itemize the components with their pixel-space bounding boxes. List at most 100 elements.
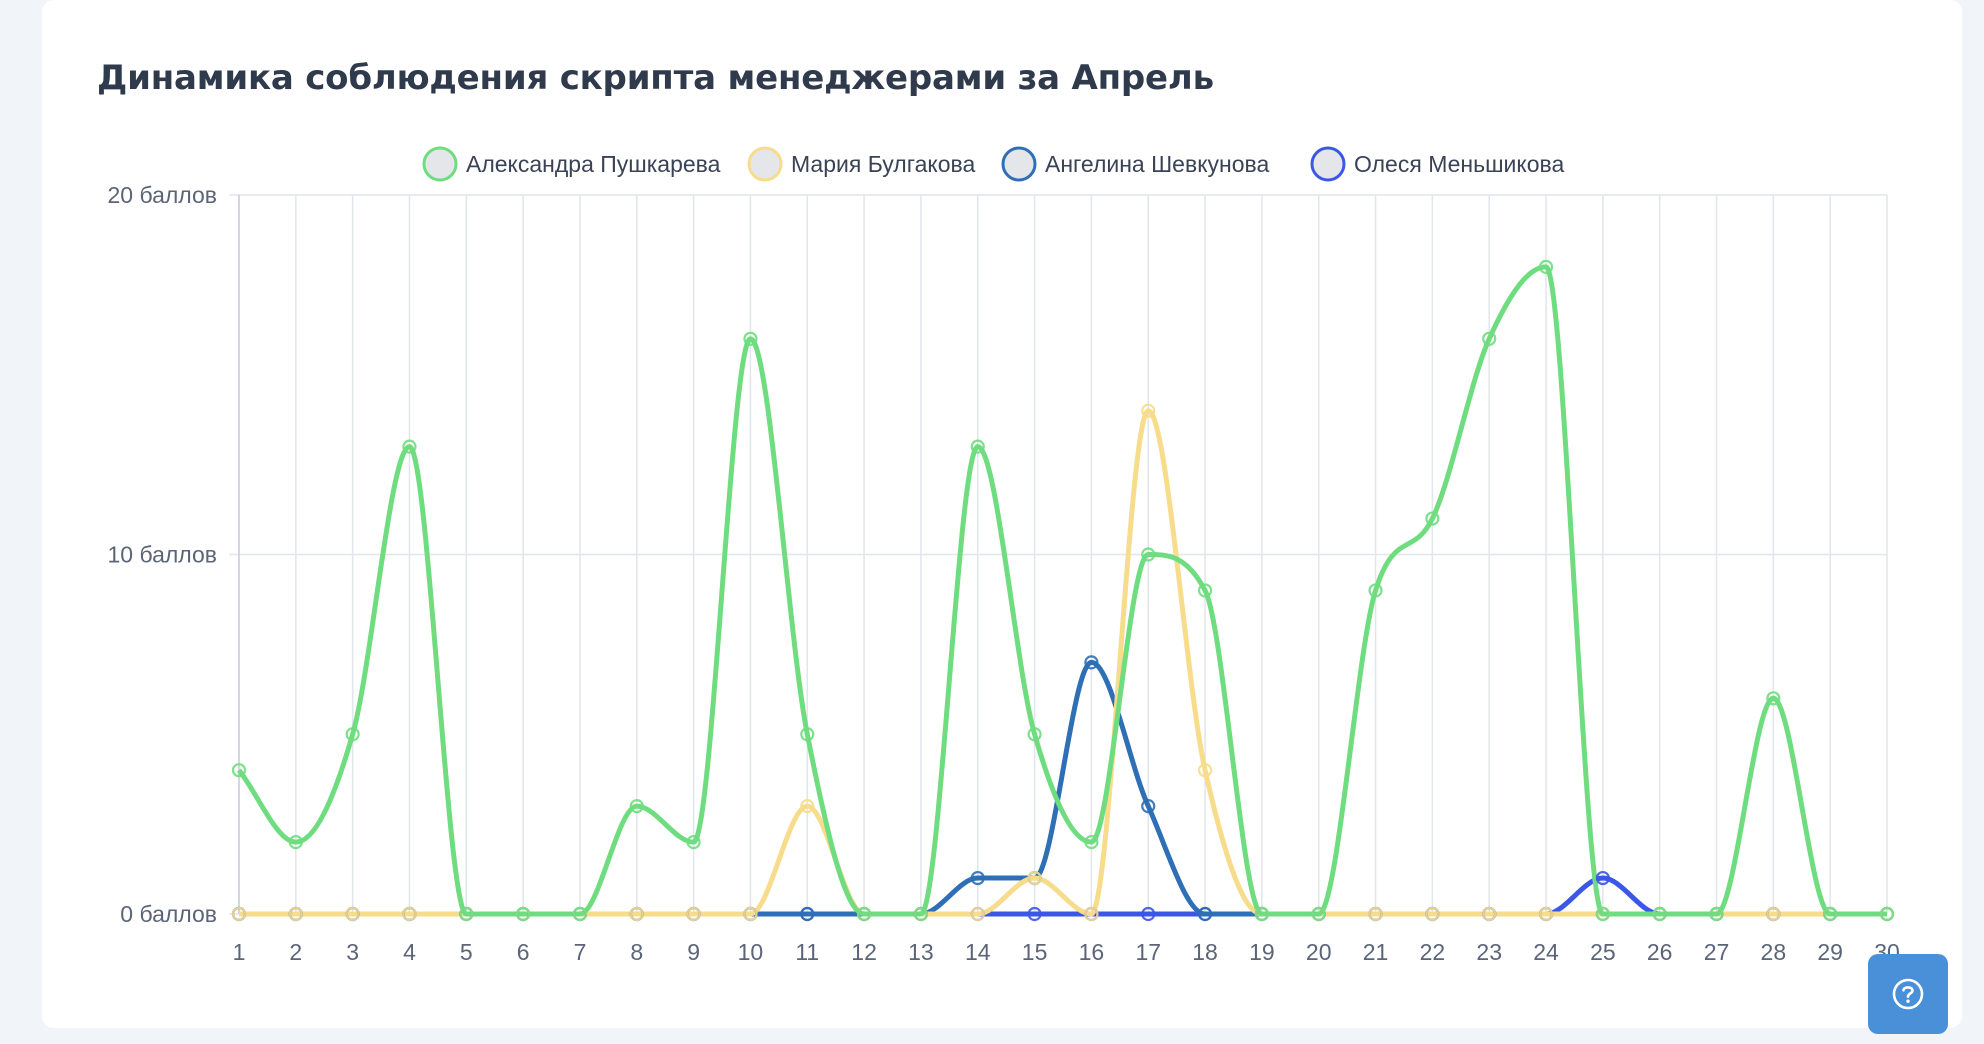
x-tick-label: 12 — [851, 939, 877, 965]
data-point — [1766, 906, 1781, 922]
x-tick-label: 9 — [687, 939, 700, 965]
data-point — [1141, 906, 1156, 922]
legend: Александра Пушкарева Мария Булгакова Ангел… — [422, 146, 1564, 182]
data-point — [345, 727, 360, 742]
data-point — [1595, 870, 1610, 886]
x-tick-label: 2 — [289, 939, 302, 965]
x-tick-label: 3 — [346, 939, 359, 965]
data-point — [231, 906, 247, 922]
data-point — [1368, 583, 1383, 598]
data-point — [743, 331, 758, 346]
series-line — [238, 659, 1887, 917]
data-point — [686, 834, 701, 850]
data-point — [743, 906, 758, 922]
legend-marker — [1001, 146, 1037, 182]
data-point — [345, 906, 360, 922]
data-point — [1027, 870, 1042, 886]
x-tick-label: 7 — [574, 939, 587, 965]
series-points — [231, 259, 1895, 922]
series-lines — [237, 264, 1887, 917]
data-point — [970, 439, 985, 454]
legend-marker — [422, 146, 458, 182]
x-tick-label: 29 — [1817, 939, 1843, 965]
legend-marker — [1310, 146, 1346, 182]
x-tick-label: 11 — [795, 939, 819, 965]
data-point — [402, 906, 417, 922]
x-axis-ticks: 1 2 3 4 5 6 7 8 9 10 11 12 13 14 15 16 17 18 19 20 21 22 23 24 2… — [233, 939, 1900, 965]
chart-title: Динамика соблюдения скрипта менеджерами … — [97, 58, 1214, 98]
x-tick-label: 25 — [1590, 939, 1616, 965]
data-point — [1652, 906, 1667, 922]
x-tick-label: 26 — [1647, 939, 1673, 965]
data-point — [686, 906, 701, 922]
data-point — [1027, 906, 1042, 922]
legend-label: Александра Пушкарева — [466, 151, 721, 177]
data-point — [1823, 906, 1838, 922]
x-tick-label: 20 — [1306, 939, 1332, 965]
data-point — [1482, 331, 1497, 346]
x-tick-label: 1 — [233, 939, 246, 965]
x-tick-label: 21 — [1363, 939, 1389, 965]
help-button[interactable] — [1868, 954, 1948, 1034]
chart-card — [42, 0, 1962, 1028]
data-point — [1141, 403, 1156, 418]
data-point — [1197, 906, 1213, 922]
data-point — [1425, 906, 1440, 922]
data-point — [800, 727, 815, 742]
y-tick-label: 10 баллов — [107, 542, 217, 568]
data-point — [1368, 906, 1383, 922]
data-point — [231, 763, 247, 778]
data-point — [1425, 511, 1440, 526]
series-line — [238, 408, 1887, 917]
legend-item[interactable]: Олеся Меньшикова — [1310, 146, 1564, 182]
grid — [229, 194, 1888, 915]
data-point — [800, 799, 815, 814]
data-point — [970, 870, 985, 886]
data-point — [1482, 906, 1497, 922]
x-tick-label: 28 — [1761, 939, 1787, 965]
x-tick-label: 23 — [1476, 939, 1502, 965]
y-axis-ticks: 0 баллов 10 баллов 20 баллов — [107, 182, 217, 927]
x-tick-label: 17 — [1135, 939, 1161, 965]
data-point — [629, 799, 644, 814]
x-tick-label: 19 — [1249, 939, 1275, 965]
data-point — [629, 906, 644, 922]
legend-item[interactable]: Александра Пушкарева — [422, 146, 721, 182]
data-point — [970, 906, 985, 922]
data-point — [1766, 691, 1781, 706]
legend-item[interactable]: Ангелина Шевкунова — [1001, 146, 1269, 182]
data-point — [288, 906, 303, 922]
x-tick-label: 14 — [965, 939, 991, 965]
data-point — [857, 906, 872, 922]
data-point — [1084, 655, 1099, 670]
data-point — [1197, 763, 1213, 778]
data-point — [1595, 906, 1610, 922]
x-tick-label: 6 — [517, 939, 530, 965]
x-tick-label: 24 — [1533, 939, 1559, 965]
series-line — [237, 264, 1887, 917]
data-point — [1538, 259, 1554, 274]
data-point — [1311, 906, 1326, 922]
data-point — [913, 906, 929, 922]
data-point — [1084, 834, 1099, 850]
data-point — [1538, 906, 1554, 922]
data-point — [1709, 906, 1724, 922]
data-point — [1027, 727, 1042, 742]
x-tick-label: 8 — [630, 939, 643, 965]
x-tick-label: 15 — [1022, 939, 1048, 965]
x-tick-label: 16 — [1079, 939, 1105, 965]
data-point — [1879, 906, 1895, 922]
data-point — [288, 834, 303, 850]
x-tick-label: 22 — [1420, 939, 1446, 965]
x-tick-label: 4 — [403, 939, 416, 965]
x-tick-label: 5 — [460, 939, 473, 965]
data-point — [516, 906, 531, 922]
legend-label: Ангелина Шевкунова — [1045, 151, 1269, 177]
data-point — [1254, 906, 1269, 922]
legend-item[interactable]: Мария Булгакова — [747, 146, 975, 182]
question-icon — [1892, 978, 1924, 1010]
x-tick-label: 27 — [1704, 939, 1730, 965]
x-tick-label: 13 — [908, 939, 934, 965]
legend-marker — [747, 146, 783, 182]
